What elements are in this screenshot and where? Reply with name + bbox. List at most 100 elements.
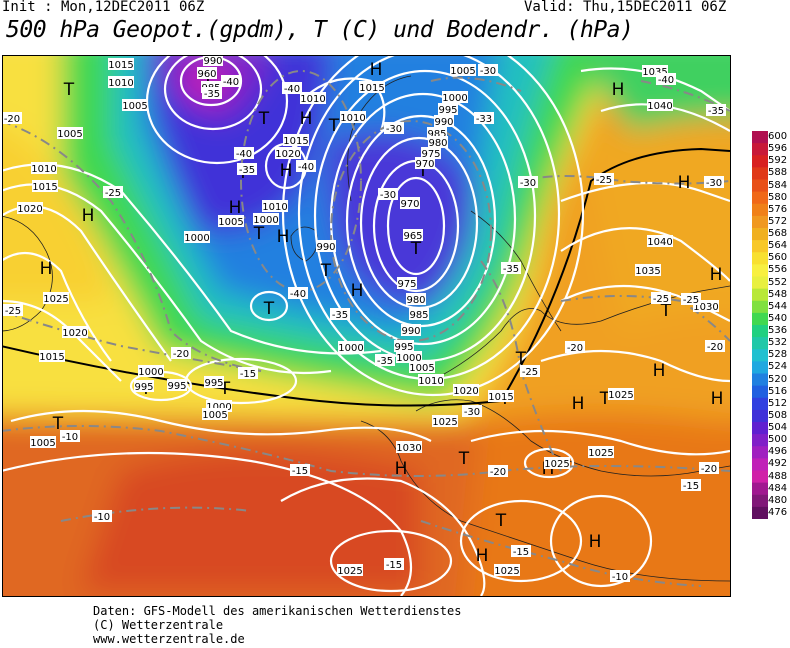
svg-text:-40: -40 (284, 84, 300, 95)
svg-text:990: 990 (203, 56, 222, 67)
isobar-label: 990 (203, 56, 223, 67)
svg-text:995: 995 (438, 105, 457, 116)
scale-swatch (752, 131, 768, 144)
scale-swatch (752, 325, 768, 338)
svg-text:960: 960 (197, 69, 216, 80)
scale-value-label: 476 (768, 506, 788, 518)
svg-text:1035: 1035 (642, 67, 667, 78)
isotherm-label: -30 (478, 64, 498, 77)
svg-text:1005: 1005 (57, 129, 82, 140)
svg-text:975: 975 (421, 149, 440, 160)
svg-text:995: 995 (134, 382, 153, 393)
svg-text:1040: 1040 (647, 237, 672, 248)
svg-text:-35: -35 (332, 310, 348, 321)
svg-text:-33: -33 (476, 114, 492, 125)
svg-text:1005: 1005 (218, 217, 243, 228)
svg-text:-25: -25 (683, 295, 699, 306)
isotherm-label: -25 (3, 304, 23, 317)
svg-text:1015: 1015 (108, 60, 133, 71)
high-pressure-center: H (40, 259, 53, 279)
isobar-label: 995 (438, 103, 458, 116)
svg-text:-10: -10 (612, 572, 628, 583)
high-pressure-center: H (395, 459, 408, 479)
svg-text:990: 990 (316, 242, 335, 253)
svg-text:1025: 1025 (337, 566, 362, 577)
high-pressure-center: H (678, 173, 691, 193)
svg-text:1030: 1030 (396, 443, 421, 454)
svg-text:-40: -40 (298, 162, 314, 173)
weather-map: HTHTTHTHTHTHHHTHTTHTHTTHTTTHTHTHTHTHH 10… (2, 55, 731, 597)
scale-value-label: 576 (768, 203, 788, 215)
svg-text:-20: -20 (701, 464, 717, 475)
isobar-label: 1020 (453, 384, 479, 397)
isobar-label: 1005 (30, 436, 56, 449)
isotherm-label: -40 (221, 75, 241, 88)
svg-text:1025: 1025 (432, 417, 457, 428)
scale-swatch (752, 143, 768, 156)
svg-text:1025: 1025 (588, 448, 613, 459)
isotherm-label: -35 (202, 87, 222, 100)
svg-text:-20: -20 (490, 467, 506, 478)
low-pressure-center: T (495, 511, 507, 531)
svg-text:1030: 1030 (693, 302, 718, 313)
isotherm-label: -30 (518, 176, 538, 189)
scale-value-label: 556 (768, 264, 788, 276)
high-pressure-center: H (612, 80, 625, 100)
low-pressure-center: T (63, 80, 75, 100)
svg-text:-25: -25 (105, 188, 121, 199)
isotherm-label: -10 (92, 510, 112, 523)
scale-swatch (752, 312, 768, 326)
svg-text:1010: 1010 (300, 94, 325, 105)
high-pressure-center: H (277, 227, 290, 247)
low-pressure-center: T (660, 301, 672, 321)
isotherm-label: -35 (375, 354, 395, 367)
high-pressure-center: H (280, 161, 293, 181)
isobar-label: 1010 (108, 76, 134, 89)
isobar-label: 1000 (442, 91, 468, 104)
footer-url[interactable]: www.wetterzentrale.de (93, 632, 245, 646)
svg-text:1020: 1020 (17, 204, 42, 215)
scale-swatch (752, 458, 768, 471)
isotherm-label: -25 (103, 186, 123, 199)
isobar-label: 1010 (262, 200, 288, 213)
scale-swatch (752, 167, 768, 180)
isotherm-label: -30 (378, 188, 398, 201)
isotherm-label: -20 (705, 340, 725, 353)
scale-value-label: 584 (768, 179, 788, 191)
svg-text:1000: 1000 (442, 93, 467, 104)
isobar-label: 1000 (253, 213, 279, 226)
svg-text:1020: 1020 (453, 386, 478, 397)
scale-value-label: 564 (768, 240, 788, 252)
svg-text:985: 985 (427, 129, 446, 140)
high-pressure-center: H (476, 546, 489, 566)
isobar-label: 1025 (588, 446, 614, 459)
svg-text:1040: 1040 (647, 101, 672, 112)
isotherm-label: -20 (171, 347, 191, 360)
svg-text:1020: 1020 (275, 149, 300, 160)
svg-text:-35: -35 (204, 89, 220, 100)
scale-value-label: 480 (768, 494, 788, 506)
low-pressure-center: T (410, 239, 422, 259)
svg-text:-15: -15 (240, 369, 256, 380)
isobar-label: 965 (403, 229, 423, 242)
scale-value-label: 504 (768, 422, 788, 434)
isobar-label: 1025 (608, 388, 634, 401)
high-pressure-center: H (82, 206, 95, 226)
scale-swatch (752, 349, 768, 362)
svg-text:-35: -35 (708, 106, 724, 117)
low-pressure-center: T (320, 261, 332, 281)
scale-swatch (752, 203, 768, 217)
svg-text:1005: 1005 (202, 410, 227, 421)
svg-text:-20: -20 (567, 343, 583, 354)
isobar-label: 995 (134, 380, 154, 393)
scale-swatch (752, 300, 768, 314)
low-pressure-center: T (599, 389, 611, 409)
scale-swatch (752, 506, 768, 519)
scale-value-label: 532 (768, 337, 788, 349)
high-pressure-center: H (572, 394, 585, 414)
isobar-label: 1005 (409, 361, 435, 374)
temperature-labels: -40-35 -40-30-40-35-20-30-33-40-40-35-30-… (3, 64, 726, 583)
isobar-label: 1030 (396, 441, 422, 454)
isotherm-label: -15 (681, 479, 701, 492)
isobar-label: 1015 (32, 180, 58, 193)
